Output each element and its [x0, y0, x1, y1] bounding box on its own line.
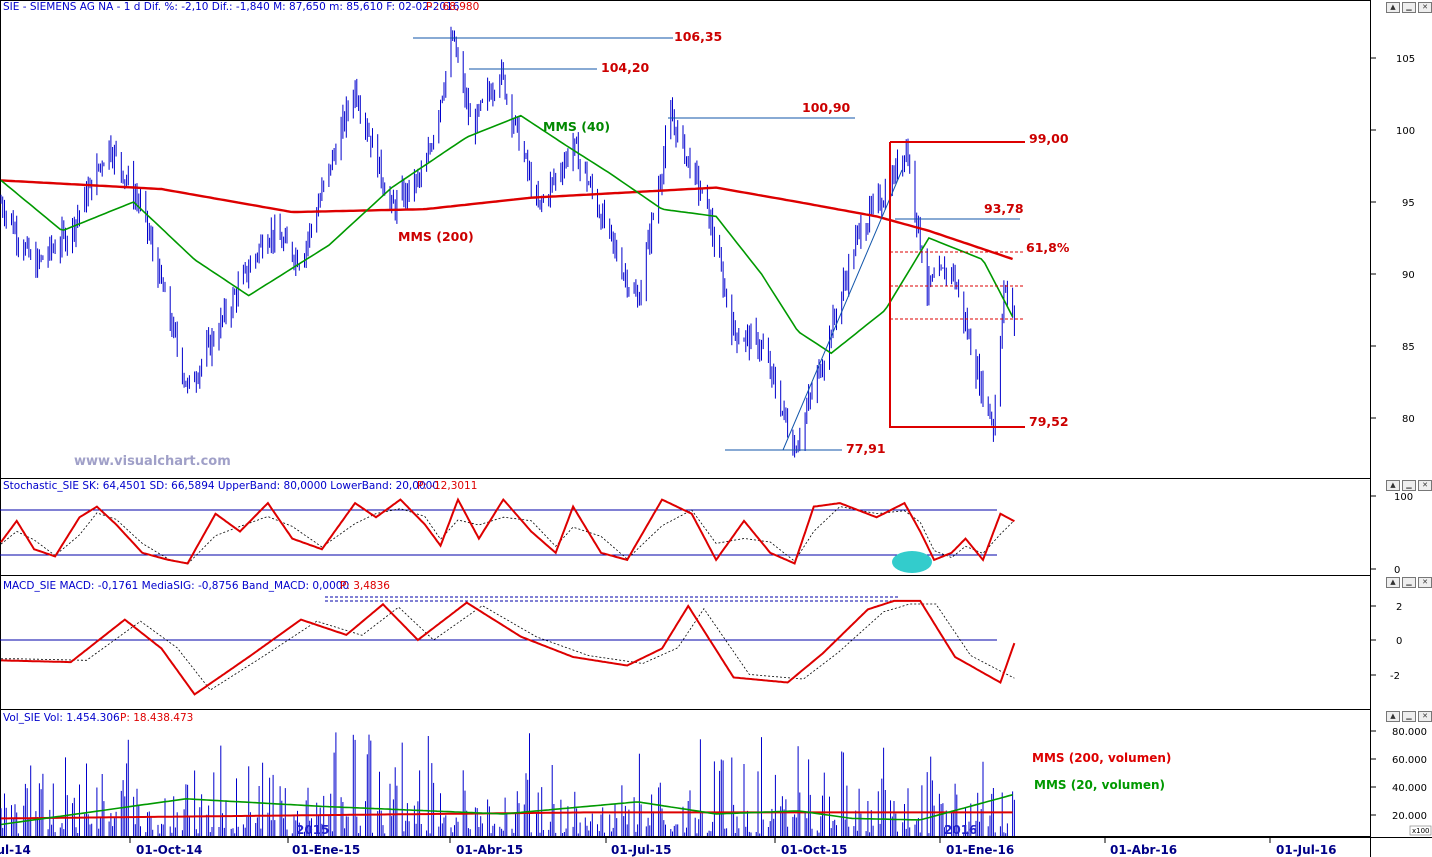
price-header: SIE - SIEMENS AG NA - 1 d Dif. %: -2,10 …	[3, 1, 460, 13]
macd-panel	[0, 575, 1371, 710]
level-93: 93,78	[984, 201, 1024, 216]
level-fib-618: 61,8%	[1026, 240, 1070, 255]
volume-mms20-line	[0, 794, 1013, 826]
price-y-axis: 105 100 95 90 85 80	[1396, 54, 1415, 425]
price-panel-min-button[interactable]: ▁	[1402, 2, 1416, 13]
mms40-label: MMS (40)	[543, 119, 610, 134]
stochastic-panel	[0, 478, 1371, 576]
x-tick-oct14: 01-Oct-14	[136, 843, 202, 857]
price-panel-close-button[interactable]: ✕	[1418, 2, 1432, 13]
macd-tick-0: 0	[1396, 636, 1402, 647]
volume-panel	[0, 709, 1371, 837]
macd-header-p: P: 3,4836	[340, 580, 390, 592]
volume-bars	[0, 732, 1015, 836]
macd-tick-minus2: -2	[1390, 671, 1400, 682]
x-tick-jul16: 01-Jul-16	[1276, 843, 1336, 857]
y-tick-105: 105	[1396, 54, 1415, 65]
level-106: 106,35	[674, 29, 722, 44]
vol-panel-up-button[interactable]: ▲	[1386, 711, 1400, 722]
y-tick-100: 100	[1396, 126, 1415, 137]
stoch-tick-100: 100	[1394, 492, 1413, 503]
x-tick-abr16: 01-Abr-16	[1110, 843, 1177, 857]
mms40-line	[0, 114, 1014, 355]
level-104: 104,20	[601, 60, 650, 75]
vol-tick-40000: 40.000	[1392, 783, 1427, 794]
scale-corner-label: x100	[1412, 827, 1430, 835]
y-tick-90: 90	[1402, 270, 1415, 281]
vol-mms20-label: MMS (20, volumen)	[1034, 778, 1165, 792]
y-tick-85: 85	[1402, 342, 1415, 353]
year-marker-2015: 2015	[296, 823, 329, 837]
stochastic-header-p: P: -12,3011	[417, 480, 477, 492]
macd-header: MACD_SIE MACD: -0,1761 MediaSIG: -0,8756…	[3, 580, 349, 592]
y-tick-95: 95	[1402, 198, 1415, 209]
price-panel	[0, 0, 1371, 479]
x-tick-ene15: 01-Ene-15	[292, 843, 360, 857]
macd-line	[1, 599, 1016, 696]
mms200-line	[0, 179, 1013, 261]
stoch-panel-min-button[interactable]: ▁	[1402, 480, 1416, 491]
price-panel-up-button[interactable]: ▲	[1386, 2, 1400, 13]
stochastic-highlight	[892, 551, 932, 573]
vol-panel-min-button[interactable]: ▁	[1402, 711, 1416, 722]
level-77: 77,91	[846, 441, 886, 456]
macd-panel-up-button[interactable]: ▲	[1386, 577, 1400, 588]
vol-tick-20000: 20.000	[1392, 811, 1427, 822]
stoch-tick-0: 0	[1394, 565, 1400, 576]
macd-panel-close-button[interactable]: ✕	[1418, 577, 1432, 588]
watermark: www.visualchart.com	[74, 454, 231, 469]
macd-tick-2: 2	[1396, 602, 1402, 613]
level-99: 99,00	[1029, 131, 1069, 146]
vol-panel-close-button[interactable]: ✕	[1418, 711, 1432, 722]
stoch-panel-up-button[interactable]: ▲	[1386, 480, 1400, 491]
mms200-label: MMS (200)	[398, 229, 474, 244]
price-header-p: P : 68,980	[426, 1, 479, 13]
x-tick-abr15: 01-Abr-15	[456, 843, 523, 857]
stochastic-sk-line	[0, 497, 1015, 565]
stoch-panel-close-button[interactable]: ✕	[1418, 480, 1432, 491]
level-annotations: 106,35 104,20 100,90 99,00 93,78 61,8% 7…	[398, 29, 1070, 456]
macd-signal-line	[1, 603, 1015, 691]
vol-mms200-label: MMS (200, volumen)	[1032, 751, 1171, 765]
level-100: 100,90	[802, 100, 851, 115]
price-bars	[0, 26, 1015, 458]
stochastic-bands	[0, 509, 997, 556]
vol-tick-60000: 60.000	[1392, 755, 1427, 766]
vol-tick-80000: 80.000	[1392, 727, 1427, 738]
stochastic-header: Stochastic_SIE SK: 64,4501 SD: 66,5894 U…	[3, 480, 439, 492]
year-marker-2016: 2016	[944, 823, 977, 837]
macd-panel-min-button[interactable]: ▁	[1402, 577, 1416, 588]
x-axis: Jul-14 01-Oct-14 01-Ene-15 01-Abr-15 01-…	[0, 843, 1336, 857]
volume-header-p: P: 18.438.473	[120, 712, 193, 724]
level-79: 79,52	[1029, 414, 1069, 429]
volume-header: Vol_SIE Vol: 1.454.306	[3, 712, 120, 724]
x-tick-jul15: 01-Jul-15	[611, 843, 671, 857]
x-tick-jul14: Jul-14	[0, 843, 31, 857]
x-tick-ene16: 01-Ene-16	[946, 843, 1014, 857]
x-tick-oct15: 01-Oct-15	[781, 843, 847, 857]
y-tick-80: 80	[1402, 414, 1415, 425]
